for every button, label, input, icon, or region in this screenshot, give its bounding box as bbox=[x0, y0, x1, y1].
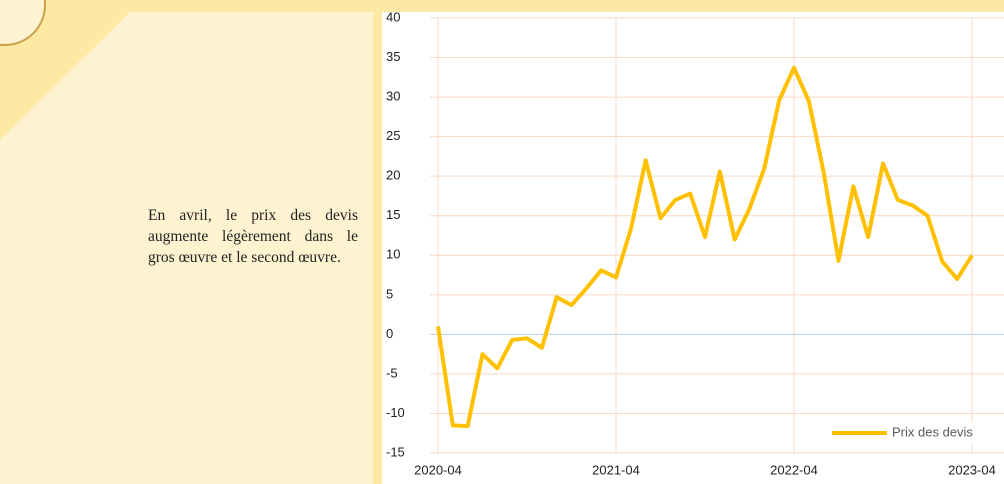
x-tick-label: 2020-04 bbox=[414, 462, 462, 477]
y-tick-label: -10 bbox=[386, 405, 405, 420]
y-tick-label: -5 bbox=[386, 365, 398, 380]
x-tick-label: 2022-04 bbox=[770, 462, 818, 477]
y-tick-label: -15 bbox=[386, 444, 405, 459]
decoration bbox=[0, 0, 130, 140]
x-tick-label: 2021-04 bbox=[592, 462, 640, 477]
plot-background bbox=[382, 12, 1004, 484]
x-tick-label: 2023-04 bbox=[948, 462, 996, 477]
y-tick-label: 25 bbox=[386, 128, 400, 143]
data-line bbox=[436, 65, 974, 429]
y-tick-label: 15 bbox=[386, 207, 400, 222]
y-tick-label: 0 bbox=[386, 326, 393, 341]
y-tick-label: 10 bbox=[386, 247, 400, 262]
y-tick-label: 20 bbox=[386, 168, 400, 183]
chart: -15 -10 -5 0 5 10 15 20 25 30 35 40 2020-04 2021-04 20… bbox=[382, 12, 1004, 484]
legend-box bbox=[822, 422, 1004, 444]
legend-label: Prix des devis bbox=[892, 424, 973, 439]
y-tick-label: 5 bbox=[386, 286, 393, 301]
description: En avril, le prix des devis augmente lég… bbox=[148, 207, 358, 266]
y-tick-label: 40 bbox=[386, 12, 400, 24]
y-tick-label: 35 bbox=[386, 49, 400, 64]
left-panel bbox=[0, 12, 373, 484]
y-tick-label: 30 bbox=[386, 89, 400, 104]
